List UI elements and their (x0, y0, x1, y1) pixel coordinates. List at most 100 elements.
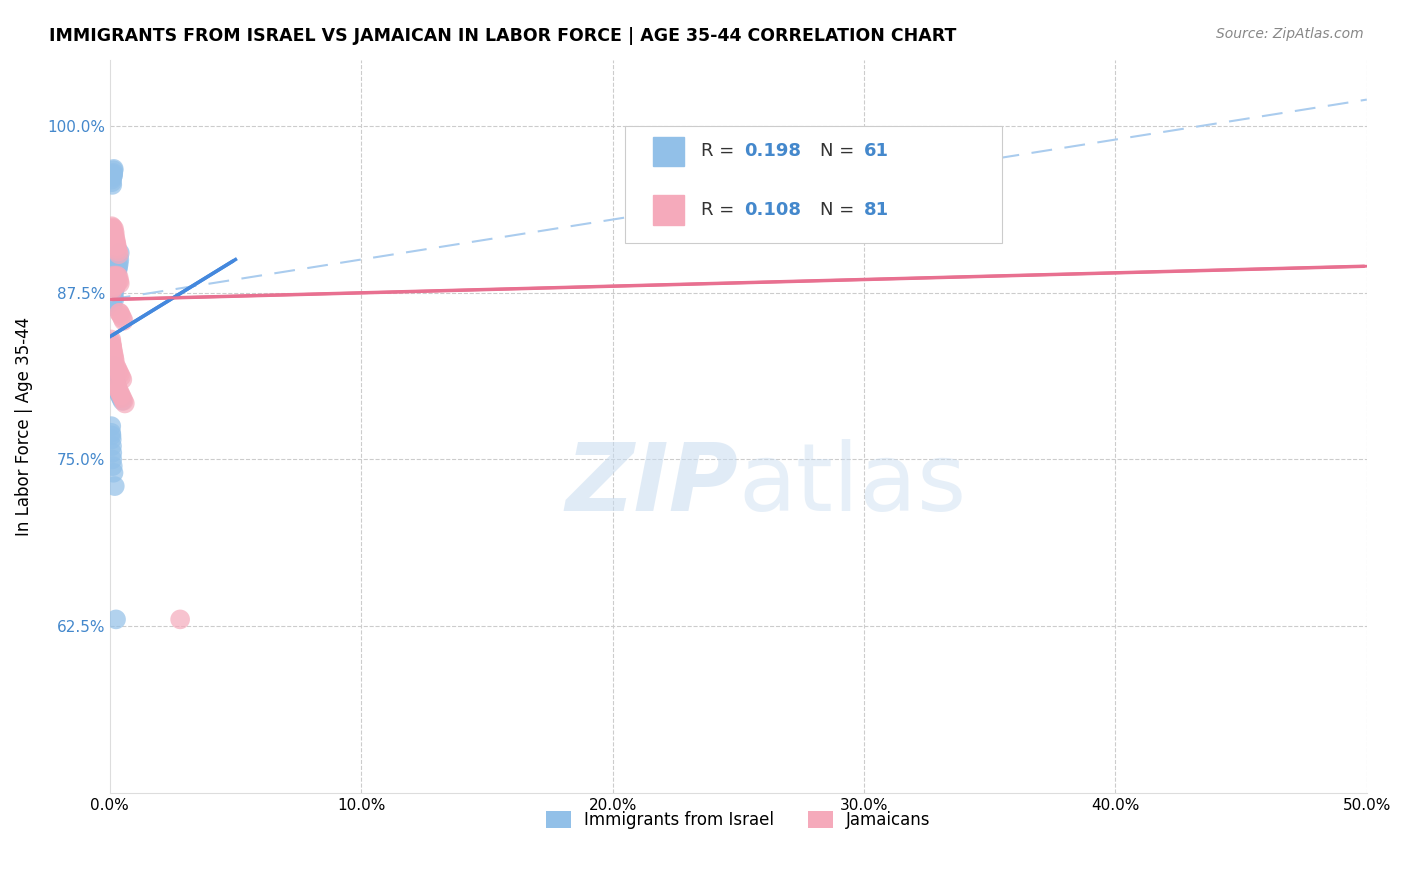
Point (100, 279, 122, 293)
Point (111, 391, 134, 405)
Point (101, 295, 124, 310)
Point (105, 377, 128, 392)
Text: 81: 81 (865, 201, 889, 219)
Point (103, 287, 125, 301)
Point (103, 166, 125, 180)
Point (103, 227, 125, 242)
Point (108, 274, 131, 288)
Point (100, 172, 122, 186)
Point (104, 272, 127, 286)
Point (103, 233, 125, 247)
Text: N =: N = (820, 142, 860, 161)
Point (103, 271, 125, 285)
Point (101, 220, 124, 235)
Point (104, 274, 127, 288)
Point (101, 228, 124, 243)
Text: atlas: atlas (738, 439, 966, 531)
Text: N =: N = (820, 201, 860, 219)
Point (108, 245, 131, 260)
Point (107, 259, 129, 273)
Point (101, 459, 124, 474)
Point (110, 309, 132, 323)
Text: 61: 61 (865, 142, 889, 161)
Point (108, 306, 131, 320)
Point (105, 359, 128, 373)
Point (101, 269, 124, 284)
Point (100, 282, 122, 296)
Point (104, 277, 127, 292)
Point (107, 385, 129, 400)
Point (101, 452, 124, 467)
Point (101, 178, 124, 192)
Point (100, 277, 122, 291)
Point (104, 226, 127, 240)
Point (103, 228, 125, 243)
Point (107, 261, 129, 276)
Text: IMMIGRANTS FROM ISRAEL VS JAMAICAN IN LABOR FORCE | AGE 35-44 CORRELATION CHART: IMMIGRANTS FROM ISRAEL VS JAMAICAN IN LA… (49, 27, 956, 45)
Point (108, 306, 131, 320)
Point (105, 263, 128, 277)
Point (103, 277, 125, 291)
Point (105, 271, 128, 285)
Point (103, 466, 125, 480)
Point (100, 428, 122, 442)
Point (101, 226, 124, 240)
Point (101, 343, 124, 358)
Point (108, 385, 131, 400)
Point (101, 446, 124, 460)
Point (103, 349, 125, 363)
Point (105, 274, 128, 288)
Point (101, 439, 124, 453)
Point (101, 175, 124, 189)
Text: R =: R = (700, 201, 740, 219)
Point (101, 290, 124, 304)
Point (108, 277, 131, 291)
Point (103, 279, 125, 293)
Point (104, 277, 127, 291)
Point (103, 230, 125, 244)
Point (105, 379, 128, 393)
Point (111, 393, 134, 408)
Point (104, 375, 127, 389)
Point (101, 223, 124, 237)
Point (103, 280, 125, 294)
Point (169, 612, 191, 626)
Point (108, 367, 131, 381)
Point (110, 369, 132, 384)
Point (108, 388, 131, 402)
Point (105, 239, 128, 253)
Point (100, 433, 122, 447)
Point (101, 339, 124, 353)
Point (103, 163, 125, 178)
Point (110, 391, 132, 405)
Point (103, 272, 125, 286)
Point (101, 293, 124, 307)
Point (103, 268, 125, 283)
Text: 0.108: 0.108 (745, 201, 801, 219)
Point (111, 311, 134, 326)
Bar (652, 195, 685, 225)
Point (107, 364, 129, 378)
Point (107, 269, 129, 284)
Point (101, 167, 124, 181)
Point (100, 419, 122, 434)
Point (105, 380, 128, 394)
Point (103, 291, 125, 305)
Point (104, 354, 127, 368)
Point (101, 169, 124, 184)
Point (101, 299, 124, 313)
Point (103, 288, 125, 302)
Point (100, 219, 122, 234)
Point (104, 272, 127, 286)
Point (104, 268, 127, 283)
Point (100, 333, 122, 347)
Point (100, 335, 122, 350)
Point (100, 338, 122, 352)
Point (105, 375, 128, 389)
Text: ZIP: ZIP (565, 439, 738, 531)
Point (101, 341, 124, 355)
Point (103, 283, 125, 297)
Point (104, 234, 127, 248)
Point (105, 236, 128, 251)
Point (105, 271, 128, 285)
